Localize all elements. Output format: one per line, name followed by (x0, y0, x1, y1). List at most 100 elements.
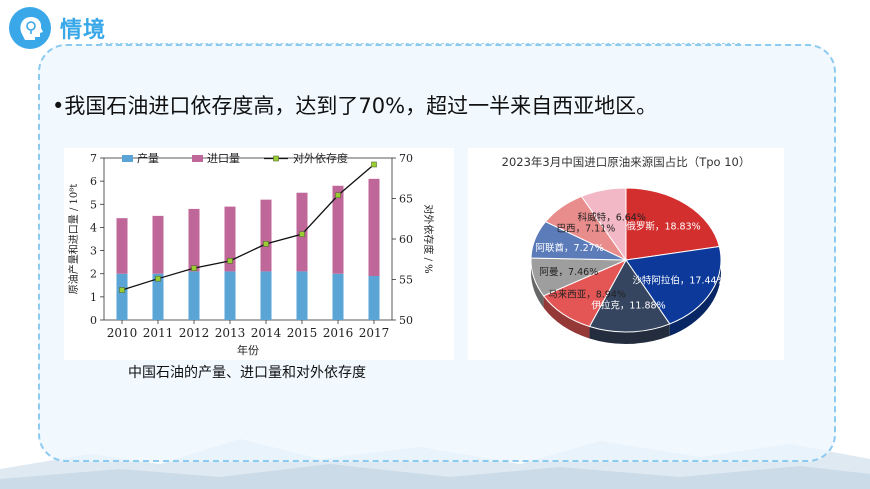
pie-slice-name: 阿曼 (540, 267, 560, 278)
pie-slice-value: 8.94% (596, 289, 626, 300)
legend-label-import: 进口量 (207, 152, 240, 165)
y-tick-label: 0 (90, 314, 97, 327)
pie-slice-name: 沙特阿拉伯 (632, 275, 680, 287)
pie-slice-value: 7.27% (574, 243, 604, 254)
pie-slice-label: 阿联酋，7.27% (536, 242, 604, 254)
y-tick-label: 1 (90, 291, 97, 304)
x-tick-label: 2011 (143, 326, 174, 340)
x-tick-label: 2016 (323, 326, 354, 340)
bar-production (296, 271, 308, 320)
bar-production (116, 273, 128, 320)
pie-slice-sep: ， (559, 267, 569, 278)
bar-import (260, 199, 272, 272)
bar-production (332, 273, 344, 320)
legend-swatch-import (192, 155, 203, 162)
pie-slice-label: 伊拉克，11.88% (591, 300, 665, 312)
y2-tick-label: 65 (399, 193, 413, 206)
dependency-marker (119, 287, 125, 293)
oil-source-pie-chart: 2023年3月中国进口原油来源国占比（Tpo 10）俄罗斯，18.83%沙特阿拉… (502, 155, 751, 344)
x-axis-label: 年份 (237, 343, 259, 357)
pie-chart-card: 2023年3月中国进口原油来源国占比（Tpo 10） 俄罗斯，18.83% 沙特阿拉… (468, 148, 784, 360)
pie-slice-name: 科威特 (578, 212, 607, 224)
legend-label-production: 产量 (137, 151, 159, 165)
pie-slice (588, 259, 671, 333)
y-axis-label: 原油产量和进口量 / 10⁸t (67, 184, 80, 294)
pie-slice-name: 伊拉克 (591, 300, 620, 312)
pie-slice-label: 科威特，6.64% (578, 212, 646, 224)
bar-import (224, 206, 236, 272)
pie-slice-side (543, 295, 590, 339)
bar-import (116, 218, 128, 274)
bar-line-chart-card: 0 1 2 3 4 5 6 7 50 55 60 65 70 2010 2011 2012 2013 2014 20… (64, 148, 454, 360)
y-tick-label: 7 (90, 152, 97, 165)
pie-slice-sep: ， (564, 243, 574, 254)
pie-slice-value: 6.64% (616, 213, 646, 224)
bullet-marker: • (52, 94, 65, 118)
pie-slice-sep: ， (606, 213, 616, 224)
pie-slice-sep: ， (655, 222, 665, 233)
idea-head-icon (8, 6, 52, 50)
y2-tick-label: 50 (399, 314, 413, 327)
header-divider (100, 43, 740, 44)
x-tick-label: 2014 (251, 326, 282, 340)
dependency-marker (155, 275, 161, 282)
y2-tick-label: 60 (399, 233, 413, 246)
y-tick-label: 2 (90, 268, 97, 281)
dependency-marker (191, 265, 197, 271)
bar-production (188, 271, 200, 320)
pie-slice-side (669, 260, 721, 336)
pie-slice (580, 187, 627, 262)
y-tick-label: 6 (90, 175, 97, 188)
bar-production (260, 271, 272, 320)
bar-production (368, 276, 380, 320)
dependency-marker (227, 258, 233, 264)
x-tick-label: 2012 (179, 326, 210, 340)
x-tick-label: 2010 (107, 326, 138, 340)
pie-title: 2023年3月中国进口原油来源国占比（Tpo 10） (502, 155, 751, 169)
pie-slice-label: 马来西亚，8.94% (548, 289, 626, 300)
pie-slice-value: 11.88% (629, 301, 665, 312)
pie-slice-label: 俄罗斯，18.83% (626, 221, 700, 233)
production-import-chart: 0 1 2 3 4 5 6 7 50 55 60 65 70 2010 2011 2012 2013 2014 20… (67, 151, 435, 357)
pie-slice-label: 巴西，7.11% (557, 223, 616, 234)
section-title: 情境 (60, 18, 107, 43)
y2-axis-label: 对外依存度 / % (422, 204, 435, 273)
legend-marker-dependency (273, 155, 279, 162)
bullet-point: •我国石油进口依存度高，达到了70%，超过一半来自西亚地区。 (52, 90, 657, 120)
pie-slice-side (589, 323, 670, 344)
y2-tick-label: 70 (399, 152, 413, 165)
pie-slice-name: 马来西亚 (548, 289, 587, 300)
pie-slice-side (531, 260, 544, 308)
pie-slice-sep: ， (586, 289, 596, 300)
bar-import (368, 178, 380, 277)
pie-slice-value: 17.44% (689, 276, 725, 287)
pie-slice-value: 7.11% (585, 223, 615, 234)
pie-slice-name: 阿联酋 (536, 242, 565, 254)
bar-import (332, 185, 344, 274)
pie-slice (625, 187, 720, 261)
legend-label-dependency: 对外依存度 (293, 151, 348, 165)
pie-slice-label: 阿曼，7.46% (540, 267, 599, 278)
y-tick-label: 3 (90, 245, 97, 258)
x-tick-label: 2015 (287, 326, 318, 340)
bar-production (152, 273, 164, 320)
bullet-text: 我国石油进口依存度高，达到了70%，超过一半来自西亚地区。 (64, 94, 658, 118)
dependency-marker (263, 241, 269, 247)
legend-swatch-production (122, 155, 133, 162)
bar-import (188, 208, 200, 272)
pie-slice-sep: ， (576, 223, 586, 234)
bar-production (224, 271, 236, 320)
pie-slice-name: 俄罗斯 (626, 221, 655, 233)
pie-slice-value: 18.83% (664, 222, 700, 233)
x-tick-label: 2017 (359, 326, 390, 340)
dependency-marker (371, 161, 377, 168)
pie-slice-name: 巴西 (557, 223, 576, 234)
dependency-marker (335, 192, 341, 199)
pie-slice-sep: ， (680, 276, 690, 287)
y2-tick-label: 55 (399, 274, 413, 287)
chart-caption: 中国石油的产量、进口量和对外依存度 (128, 365, 366, 381)
pie-slice-sep: ， (620, 301, 630, 312)
y-tick-label: 4 (90, 221, 97, 234)
plot-frame (103, 157, 393, 321)
bar-import (152, 215, 164, 274)
